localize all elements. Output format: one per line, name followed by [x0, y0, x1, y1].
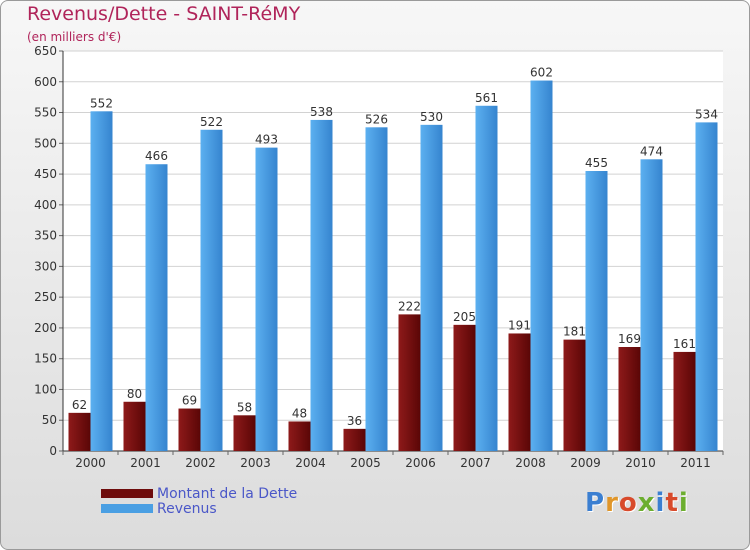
- bar-dette: [673, 351, 696, 451]
- data-label-revenus: 455: [585, 156, 608, 170]
- x-tick-label: 2000: [75, 456, 106, 470]
- x-tick-label: 2007: [460, 456, 491, 470]
- y-tick-label: 600: [34, 75, 57, 89]
- data-label-revenus: 538: [310, 105, 333, 119]
- data-label-dette: 69: [182, 394, 197, 408]
- legend-swatch-dette: [101, 489, 153, 498]
- legend-swatch-revenus: [101, 504, 153, 513]
- data-label-dette: 80: [127, 387, 142, 401]
- bar-dette: [563, 339, 586, 451]
- x-tick-label: 2001: [130, 456, 161, 470]
- y-tick-label: 350: [34, 229, 57, 243]
- bar-revenus: [145, 164, 168, 451]
- bar-dette: [343, 428, 366, 451]
- x-tick-label: 2002: [185, 456, 216, 470]
- bar-revenus: [475, 105, 498, 452]
- data-label-revenus: 534: [695, 107, 718, 121]
- logo-letter: i: [655, 488, 666, 518]
- proxiti-logo: Proxiti: [585, 488, 689, 518]
- data-label-dette: 222: [398, 299, 421, 313]
- logo-letter: P: [585, 488, 606, 518]
- chart-title: Revenus/Dette - SAINT-RéMY: [27, 3, 301, 25]
- data-label-dette: 169: [618, 332, 641, 346]
- bar-revenus: [640, 159, 663, 452]
- y-tick-label: 0: [49, 444, 57, 458]
- bar-dette: [398, 314, 421, 451]
- bar-dette: [618, 347, 641, 451]
- y-tick-label: 450: [34, 167, 57, 181]
- logo-letter: o: [618, 488, 638, 518]
- data-label-revenus: 552: [90, 96, 113, 110]
- x-tick-label: 2004: [295, 456, 326, 470]
- y-tick-label: 550: [34, 106, 57, 120]
- bar-revenus: [365, 127, 388, 452]
- data-label-dette: 48: [292, 406, 307, 420]
- y-tick-label: 650: [34, 44, 57, 58]
- bar-revenus: [200, 129, 223, 451]
- data-label-dette: 191: [508, 318, 531, 332]
- x-tick-label: 2011: [680, 456, 711, 470]
- y-tick-label: 400: [34, 198, 57, 212]
- data-label-dette: 181: [563, 325, 586, 339]
- logo-letter: i: [678, 488, 689, 518]
- bar-dette: [178, 408, 201, 451]
- bar-dette: [123, 401, 146, 451]
- data-label-revenus: 526: [365, 112, 388, 126]
- logo-letter: t: [665, 488, 679, 518]
- bar-revenus: [420, 124, 443, 451]
- logo-letter: r: [605, 488, 619, 518]
- data-label-revenus: 530: [420, 110, 443, 124]
- data-label-dette: 36: [347, 414, 362, 428]
- y-tick-label: 200: [34, 321, 57, 335]
- data-label-revenus: 493: [255, 133, 278, 147]
- data-label-revenus: 522: [200, 115, 223, 129]
- x-tick-label: 2006: [405, 456, 436, 470]
- x-tick-label: 2009: [570, 456, 601, 470]
- bar-revenus: [585, 171, 608, 451]
- bar-revenus: [695, 122, 718, 451]
- data-label-dette: 62: [72, 398, 87, 412]
- bar-revenus: [255, 147, 278, 451]
- y-tick-label: 250: [34, 290, 57, 304]
- y-tick-label: 50: [42, 413, 57, 427]
- bar-dette: [233, 415, 256, 451]
- legend-label-dette: Montant de la Dette: [157, 486, 298, 502]
- y-tick-label: 100: [34, 382, 57, 396]
- plot-area: [63, 51, 723, 451]
- y-tick-label: 300: [34, 259, 57, 273]
- bar-dette: [288, 421, 311, 451]
- logo-letter: x: [637, 488, 656, 518]
- bar-revenus: [310, 119, 333, 451]
- legend-label-revenus: Revenus: [157, 501, 217, 517]
- bar-revenus: [530, 80, 553, 452]
- x-tick-label: 2010: [625, 456, 656, 470]
- data-label-revenus: 466: [145, 149, 168, 163]
- data-label-revenus: 602: [530, 66, 553, 80]
- x-tick-label: 2008: [515, 456, 546, 470]
- data-label-dette: 161: [673, 337, 696, 351]
- data-label-revenus: 474: [640, 144, 663, 158]
- x-tick-label: 2005: [350, 456, 381, 470]
- bar-dette: [453, 324, 476, 451]
- data-label-revenus: 561: [475, 91, 498, 105]
- y-tick-label: 150: [34, 352, 57, 366]
- data-label-dette: 205: [453, 310, 476, 324]
- x-tick-label: 2003: [240, 456, 271, 470]
- chart-subtitle: (en milliers d'€): [27, 30, 122, 44]
- bar-revenus: [90, 111, 113, 452]
- y-tick-label: 500: [34, 136, 57, 150]
- bar-dette: [68, 412, 91, 451]
- bar-dette: [508, 333, 531, 451]
- data-label-dette: 58: [237, 400, 252, 414]
